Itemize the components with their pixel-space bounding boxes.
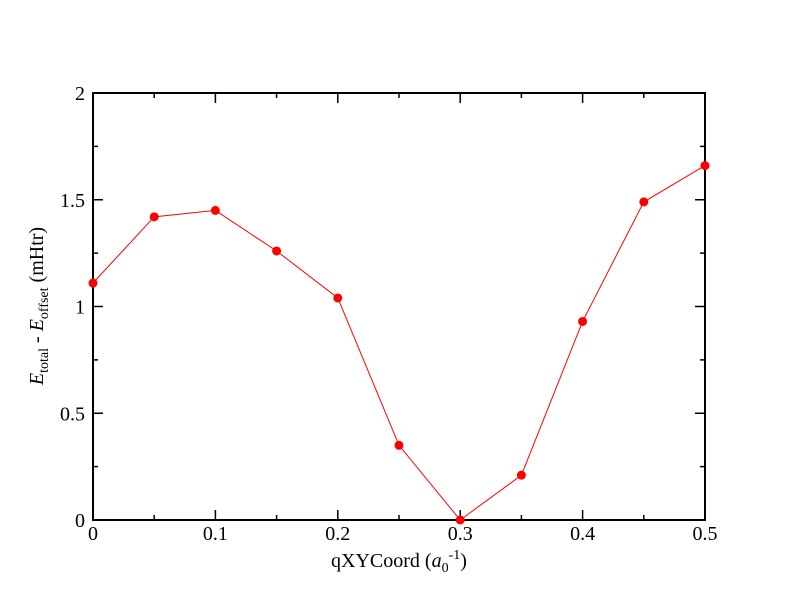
y-tick-label: 0 [75, 510, 85, 532]
x-tick-label: 0.2 [325, 523, 350, 545]
data-point [455, 515, 465, 525]
data-point [516, 470, 526, 480]
y-axis-variable-2: E [26, 319, 48, 332]
data-line [92, 165, 706, 521]
y-tick-label: 0.5 [60, 403, 85, 425]
x-tick-label: 0.4 [570, 523, 595, 545]
plot-frame [92, 92, 706, 521]
x-axis-superscript: -1 [448, 547, 461, 563]
data-point [333, 293, 343, 303]
x-axis-title-suffix: ) [460, 550, 467, 572]
data-point [88, 278, 98, 288]
x-axis-variable: a [431, 550, 442, 572]
data-point [700, 161, 710, 171]
y-tick-label: 2 [75, 83, 85, 105]
data-point [210, 205, 220, 215]
y-axis-variable-1: E [26, 372, 48, 386]
y-axis-subscript-1: total [36, 347, 52, 373]
y-tick-label: 1 [75, 297, 85, 319]
y-axis-subscript-2: offset [36, 287, 52, 320]
x-tick-label: 0.3 [448, 523, 473, 545]
x-tick-label: 0 [88, 523, 98, 545]
y-axis-unit: (mHtr) [26, 226, 48, 288]
data-point [272, 246, 282, 256]
data-point [639, 197, 649, 207]
y-tick-label: 1.5 [60, 190, 85, 212]
y-axis-minus: - [26, 331, 48, 348]
x-axis-title-text: qXYCoord ( [331, 550, 432, 572]
data-point [149, 212, 159, 222]
y-axis-title: Etotal - Eoffset (mHtr) [26, 226, 52, 386]
x-axis-title: qXYCoord (a0-1) [93, 547, 705, 575]
x-tick-label: 0.5 [693, 523, 718, 545]
data-point [394, 440, 404, 450]
x-axis-subscript: 0 [441, 560, 449, 576]
data-point [578, 316, 588, 326]
x-tick-label: 0.1 [203, 523, 228, 545]
